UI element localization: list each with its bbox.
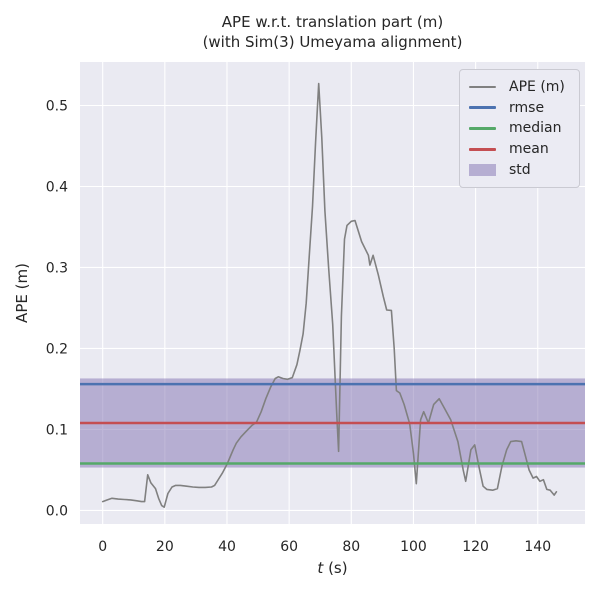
legend-line-swatch	[469, 86, 496, 89]
chart-title: APE w.r.t. translation part (m) (with Si…	[80, 12, 585, 52]
legend-item-std: std	[469, 159, 570, 180]
y-tick-label: 0.2	[46, 341, 68, 357]
ape-line	[101, 82, 558, 509]
legend: APE (m) rmse median mean std	[459, 69, 580, 188]
chart-title-line1: APE w.r.t. translation part (m)	[221, 13, 444, 31]
x-axis-label: t (s)	[80, 559, 585, 577]
legend-item-median: median	[469, 118, 570, 139]
x-tick-label: 60	[280, 539, 298, 555]
legend-label: APE (m)	[509, 79, 565, 96]
y-axis-label: APE (m)	[13, 263, 31, 323]
y-tick-label: 0.0	[46, 503, 68, 519]
x-axis-label-variable: t	[317, 559, 324, 577]
x-tick-label: 40	[218, 539, 236, 555]
x-tick-label: 80	[342, 539, 360, 555]
x-tick-label: 0	[98, 539, 107, 555]
legend-label: mean	[509, 141, 549, 158]
legend-line-swatch	[469, 106, 496, 110]
legend-line-swatch	[469, 147, 496, 151]
legend-patch-swatch	[469, 163, 496, 176]
legend-label: rmse	[509, 99, 545, 116]
legend-label: std	[509, 161, 531, 178]
x-tick-label: 20	[156, 539, 174, 555]
x-axis-label-unit: (s)	[323, 559, 348, 577]
legend-label: median	[509, 120, 562, 137]
x-tick-label: 100	[400, 539, 427, 555]
legend-item-rmse: rmse	[469, 98, 570, 119]
legend-item-ape-m: APE (m)	[469, 77, 570, 98]
chart-title-line2: (with Sim(3) Umeyama alignment)	[202, 33, 463, 51]
x-tick-label: 120	[462, 539, 489, 555]
y-tick-label: 0.4	[46, 179, 68, 195]
x-tick-label: 140	[524, 539, 551, 555]
y-tick-label: 0.3	[46, 260, 68, 276]
y-tick-label: 0.5	[46, 98, 68, 114]
legend-line-swatch	[469, 126, 496, 130]
legend-item-mean: mean	[469, 139, 570, 160]
y-tick-label: 0.1	[46, 422, 68, 438]
